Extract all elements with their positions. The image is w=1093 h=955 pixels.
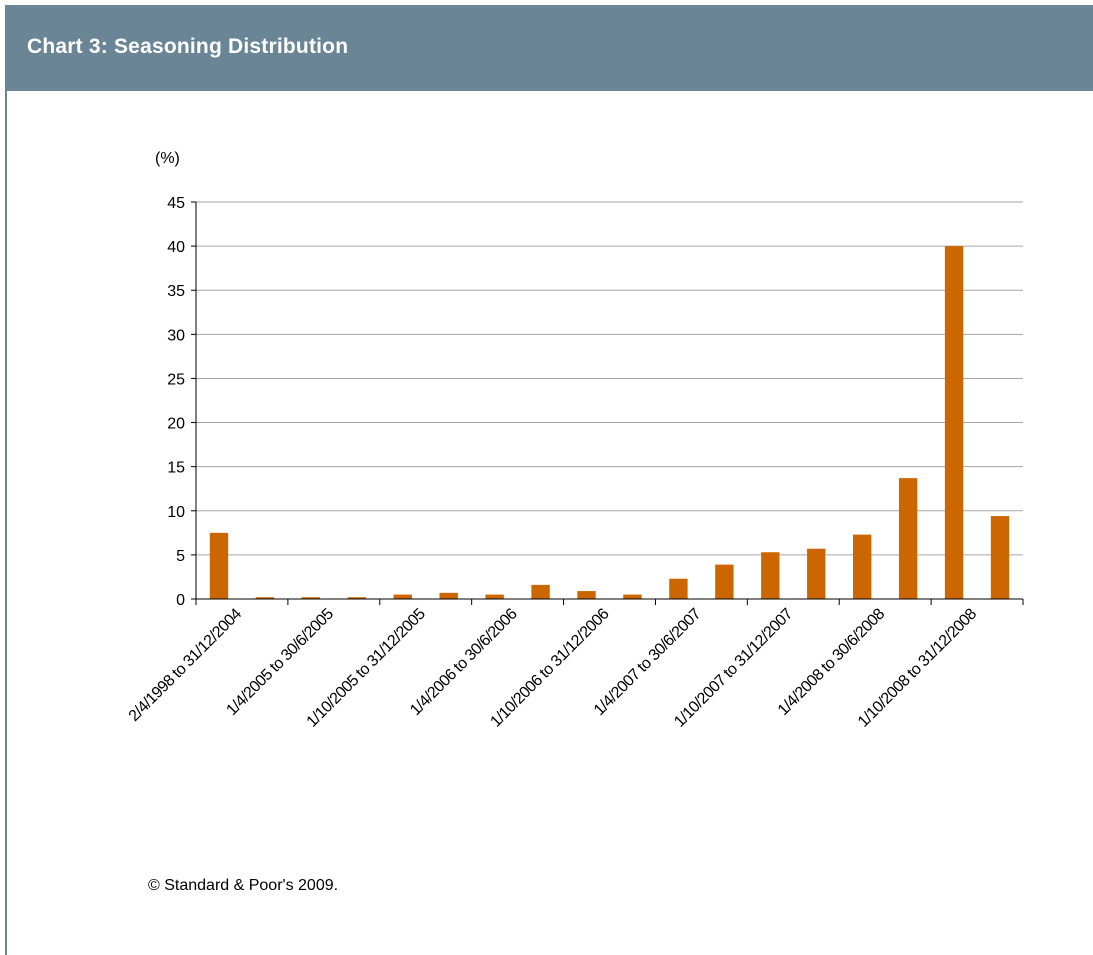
y-tick-labels: 0 5 10 15 20 25 30 35 40 45 — [167, 195, 185, 609]
y-axis-label: (%) — [155, 150, 180, 167]
bar — [485, 594, 504, 599]
y-tick-label: 40 — [167, 239, 185, 256]
y-tick-label: 10 — [167, 504, 185, 521]
bar — [853, 534, 872, 599]
y-tick-label: 15 — [167, 460, 185, 477]
bar — [531, 584, 550, 599]
bar — [715, 564, 734, 599]
chart-header: Chart 3: Seasoning Distribution — [5, 5, 1093, 91]
bar — [347, 597, 366, 599]
bar — [577, 591, 596, 599]
bar — [623, 594, 642, 599]
bar — [301, 597, 321, 599]
y-tick-label: 0 — [176, 592, 185, 609]
copyright-note: © Standard & Poor's 2009. — [148, 877, 339, 894]
bar — [669, 578, 688, 599]
bar — [761, 552, 780, 599]
bar — [393, 594, 412, 599]
y-tick-label: 20 — [167, 416, 185, 433]
bar — [439, 592, 458, 599]
bars — [209, 246, 1010, 599]
gridlines — [196, 201, 1023, 556]
bar — [898, 478, 918, 599]
bar — [209, 532, 229, 599]
y-tick-label: 30 — [167, 327, 185, 344]
bar — [807, 548, 826, 599]
bar — [255, 597, 275, 599]
y-tick-label: 35 — [167, 283, 185, 300]
y-tick-label: 25 — [167, 371, 185, 388]
y-tick-label: 5 — [176, 548, 185, 565]
axes — [191, 201, 1024, 605]
chart-title: Chart 3: Seasoning Distribution — [27, 35, 349, 58]
bar — [990, 516, 1010, 599]
y-tick-label: 45 — [167, 195, 185, 212]
bar — [944, 246, 964, 599]
